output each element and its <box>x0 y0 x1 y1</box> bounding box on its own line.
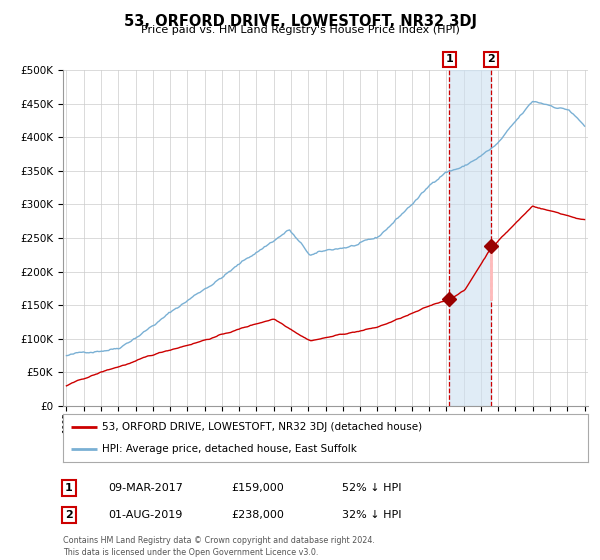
Text: HPI: Average price, detached house, East Suffolk: HPI: Average price, detached house, East… <box>103 444 357 454</box>
Text: 53, ORFORD DRIVE, LOWESTOFT, NR32 3DJ (detached house): 53, ORFORD DRIVE, LOWESTOFT, NR32 3DJ (d… <box>103 422 422 432</box>
Text: £238,000: £238,000 <box>231 510 284 520</box>
Text: 2: 2 <box>65 510 73 520</box>
Text: 53, ORFORD DRIVE, LOWESTOFT, NR32 3DJ: 53, ORFORD DRIVE, LOWESTOFT, NR32 3DJ <box>124 14 476 29</box>
Text: £159,000: £159,000 <box>231 483 284 493</box>
Text: Contains HM Land Registry data © Crown copyright and database right 2024.
This d: Contains HM Land Registry data © Crown c… <box>63 536 375 557</box>
Text: 32% ↓ HPI: 32% ↓ HPI <box>342 510 401 520</box>
Text: 2: 2 <box>487 54 495 64</box>
Text: 52% ↓ HPI: 52% ↓ HPI <box>342 483 401 493</box>
Text: Price paid vs. HM Land Registry's House Price Index (HPI): Price paid vs. HM Land Registry's House … <box>140 25 460 35</box>
Text: 1: 1 <box>446 54 454 64</box>
Text: 01-AUG-2019: 01-AUG-2019 <box>108 510 182 520</box>
Bar <box>449 70 491 406</box>
Text: 09-MAR-2017: 09-MAR-2017 <box>108 483 183 493</box>
Text: 1: 1 <box>65 483 73 493</box>
